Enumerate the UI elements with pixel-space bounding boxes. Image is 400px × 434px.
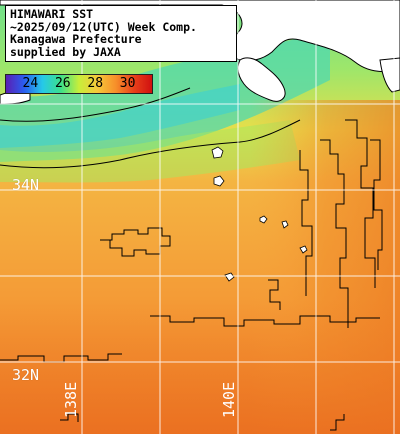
land-mainland bbox=[0, 0, 400, 73]
title-line: ~2025/09/12(UTC) Week Comp. bbox=[10, 19, 197, 34]
legend-tick-label: 24 bbox=[22, 76, 39, 91]
title-line: Kanagawa Prefecture bbox=[10, 32, 142, 46]
legend-tick-label: 30 bbox=[119, 76, 136, 91]
lon-label-138e: 138E bbox=[62, 381, 80, 418]
legend-tick-label: 26 bbox=[54, 76, 71, 91]
color-legend: 24 26 28 30 bbox=[5, 74, 153, 94]
legend-color-bar bbox=[6, 75, 152, 93]
title-box: HIMAWARI SST ~2025/09/12(UTC) Week Comp.… bbox=[5, 5, 237, 62]
land-east bbox=[379, 57, 400, 93]
lon-label-140e: 140E bbox=[220, 381, 238, 418]
legend-tick-label: 28 bbox=[87, 76, 104, 91]
title-line: HIMAWARI SST bbox=[10, 7, 94, 21]
lat-label-34n: 34N bbox=[12, 176, 40, 194]
lat-label-32n: 32N bbox=[12, 366, 40, 384]
title-line: supplied by JAXA bbox=[10, 44, 121, 59]
sst-contours bbox=[0, 87, 383, 431]
land-peninsula bbox=[237, 57, 286, 102]
islands bbox=[211, 146, 308, 282]
